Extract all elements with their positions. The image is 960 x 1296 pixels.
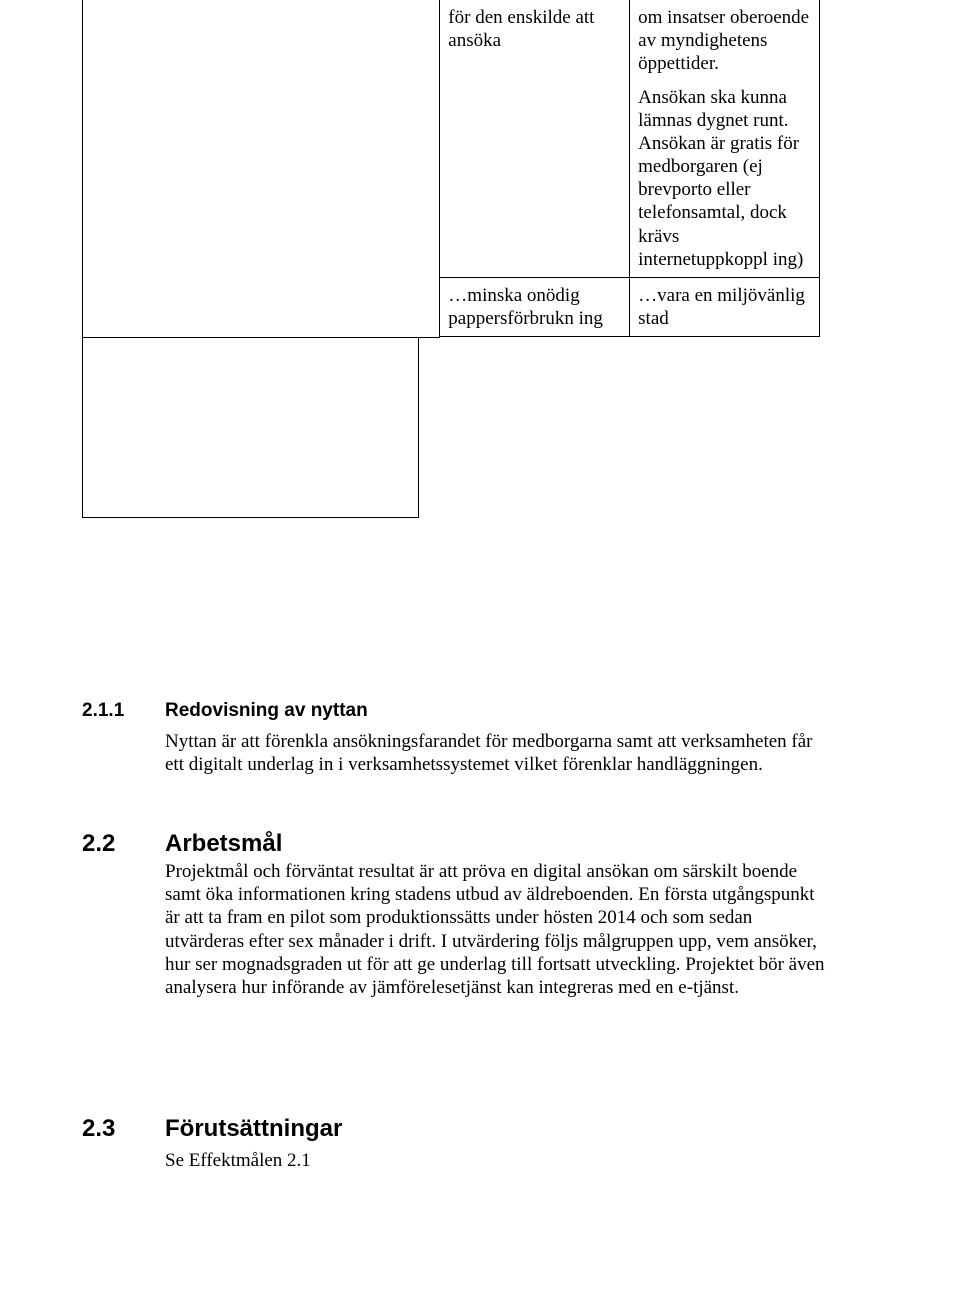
heading-title: Redovisning av nyttan xyxy=(165,700,368,722)
table-bottom-spacer xyxy=(82,337,419,518)
cell-r1c2: för den enskilde att ansöka xyxy=(440,0,630,277)
heading-2-3: 2.3 Förutsättningar xyxy=(82,1115,342,1143)
cell-r2c2: …minska onödig pappersförbrukn ing xyxy=(440,277,630,336)
heading-title: Förutsättningar xyxy=(165,1115,342,1143)
cell-r2c3: …vara en miljövänlig stad xyxy=(630,277,820,336)
heading-2-2: 2.2 Arbetsmål xyxy=(82,830,282,858)
body-2-2: Projektmål och förväntat resultat är att… xyxy=(165,860,825,999)
heading-title: Arbetsmål xyxy=(165,830,282,858)
cell-r1c3-p1: om insatser oberoende av myndighetens öp… xyxy=(638,6,811,76)
cell-hidden xyxy=(440,337,630,338)
cell-empty-left xyxy=(83,0,440,337)
heading-2-1-1: 2.1.1 Redovisning av nyttan xyxy=(82,700,368,722)
body-2-3: Se Effektmålen 2.1 xyxy=(165,1150,311,1172)
heading-number: 2.3 xyxy=(82,1115,165,1143)
cell-r1c3: om insatser oberoende av myndighetens öp… xyxy=(630,0,820,277)
document-table: för den enskilde att ansöka om insatser … xyxy=(82,0,820,338)
table-row: för den enskilde att ansöka om insatser … xyxy=(83,0,820,277)
page: för den enskilde att ansöka om insatser … xyxy=(0,0,960,1296)
heading-number: 2.1.1 xyxy=(82,700,165,722)
cell-hidden xyxy=(630,337,820,338)
body-2-1-1: Nyttan är att förenkla ansökningsfarande… xyxy=(165,730,825,776)
table-wrap: för den enskilde att ansöka om insatser … xyxy=(82,0,820,518)
cell-r1c3-p2: Ansökan ska kunna lämnas dygnet runt. An… xyxy=(638,86,811,271)
heading-number: 2.2 xyxy=(82,830,165,858)
